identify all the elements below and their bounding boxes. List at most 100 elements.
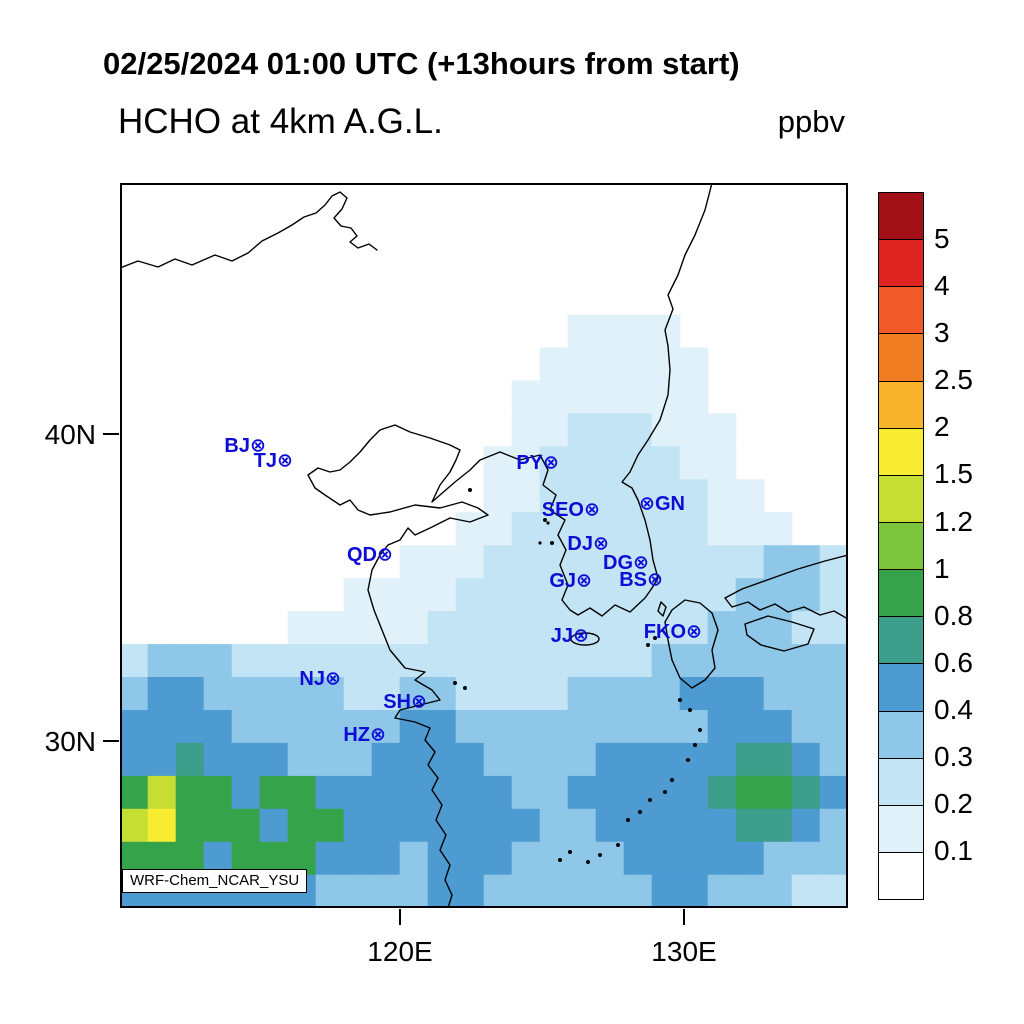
field-cell [511, 742, 541, 777]
field-cell [539, 347, 569, 382]
field-cell [427, 710, 457, 744]
field-cell [399, 841, 429, 876]
field-cell [147, 742, 177, 777]
field-cell [175, 775, 205, 810]
field-cell [483, 545, 513, 579]
field-cell [539, 380, 569, 414]
colorbar-cell [879, 286, 923, 334]
field-cell [567, 611, 597, 645]
field-cell [567, 775, 597, 810]
field-cell [735, 677, 765, 711]
field-cell [455, 644, 485, 678]
field-cell [203, 644, 233, 678]
field-cell [147, 775, 177, 810]
field-cell [651, 644, 681, 678]
field-cell [707, 874, 737, 908]
field-cell [511, 874, 541, 908]
field-cell [147, 808, 177, 843]
lon-tick-mark [683, 909, 685, 925]
field-cell [623, 314, 653, 349]
field-cell [371, 742, 401, 777]
field-cell [595, 677, 625, 711]
station-marker-icon: ⊗ [370, 723, 386, 746]
field-cell [595, 808, 625, 843]
colorbar-cell [879, 333, 923, 381]
field-cell [231, 775, 261, 810]
field-cell [539, 644, 569, 678]
field-cell [819, 644, 848, 678]
field-cell [399, 808, 429, 843]
field-cell [623, 808, 653, 843]
field-cell [511, 775, 541, 810]
field-cell [259, 775, 289, 810]
field-cell [679, 710, 709, 744]
station-label: SEO [541, 499, 584, 521]
field-cell [763, 742, 793, 777]
field-cell [651, 874, 681, 908]
coastline-shikoku [744, 615, 815, 652]
colorbar-tick-label: 1.2 [934, 505, 973, 537]
colorbar-tick-label: 5 [934, 223, 950, 255]
colorbar-cell [879, 663, 923, 711]
field-cell [120, 808, 149, 843]
colorbar-tick-label: 0.4 [934, 693, 973, 725]
station-label: QD [347, 544, 377, 566]
field-cell [567, 742, 597, 777]
station-label: TJ [253, 450, 277, 472]
station-marker-icon: ⊗ [277, 449, 293, 472]
field-cell [203, 775, 233, 810]
field-cell [763, 874, 793, 908]
field-cell [623, 710, 653, 744]
field-cell [595, 413, 625, 447]
model-watermark: WRF-Chem_NCAR_YSU [122, 869, 308, 893]
station-marker-icon: ⊗ [639, 492, 655, 515]
field-cell [120, 742, 149, 777]
field-cell [231, 677, 261, 711]
field-cell [511, 545, 541, 579]
field-cell [707, 841, 737, 876]
field-cell [819, 775, 848, 810]
station-label: NJ [299, 668, 325, 690]
station-label: HZ [343, 724, 370, 746]
field-cell [511, 841, 541, 876]
field-cell [371, 677, 401, 711]
field-cell [203, 710, 233, 744]
field-cell [511, 644, 541, 678]
field-cell [679, 742, 709, 777]
field-cell [399, 578, 429, 612]
field-cell [315, 644, 345, 678]
colorbar-cell [879, 380, 923, 428]
field-cell [707, 808, 737, 843]
field-cell [231, 808, 261, 843]
field-cell [763, 677, 793, 711]
field-cell [120, 677, 149, 711]
field-cell [819, 578, 848, 612]
field-cell [791, 644, 821, 678]
field-cell [455, 611, 485, 645]
field-cell [483, 742, 513, 777]
field-cell [483, 611, 513, 645]
field-cell [791, 710, 821, 744]
field-cell [399, 874, 429, 908]
field-cell [120, 775, 149, 810]
field-cell [567, 380, 597, 414]
station-marker-icon: ⊗ [647, 568, 663, 591]
border-line-northwest [120, 191, 378, 269]
field-cell [539, 874, 569, 908]
field-cell [231, 644, 261, 678]
field-cell [595, 512, 625, 546]
field-cell [679, 644, 709, 678]
field-cell [427, 611, 457, 645]
field-cell [511, 611, 541, 645]
field-cell [259, 710, 289, 744]
coastline-layer [120, 183, 848, 908]
field-cell [343, 578, 373, 612]
colorbar-labels: 5 4 3 2.5 2 1.5 1.2 1 0.8 0.6 0.4 0.3 0.2 0.1 [934, 192, 1004, 898]
field-cell [539, 413, 569, 447]
field-cell [679, 347, 709, 382]
station-marker-icon: ⊗ [573, 624, 589, 647]
field-cell [511, 479, 541, 513]
colorbar-tick-label: 2 [934, 411, 950, 443]
map-canvas [120, 183, 848, 908]
field-cell [399, 775, 429, 810]
